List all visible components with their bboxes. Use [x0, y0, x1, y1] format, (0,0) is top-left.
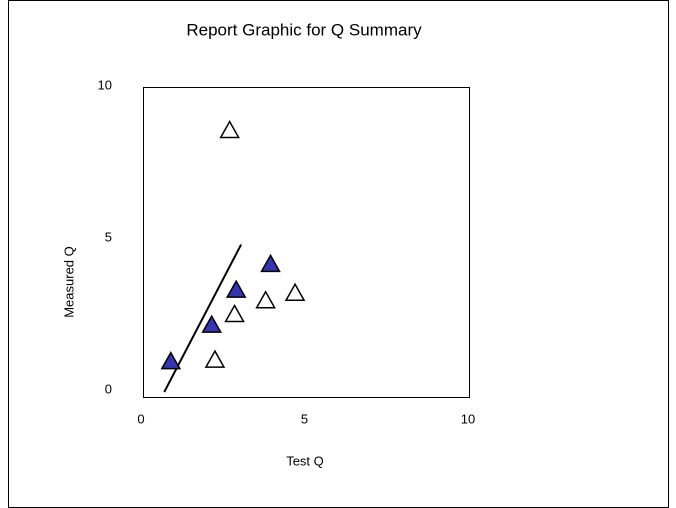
y-axis-label: Measured Q — [61, 246, 76, 318]
point — [225, 279, 247, 298]
point — [219, 120, 240, 139]
point — [224, 303, 245, 323]
point — [284, 282, 306, 301]
point — [160, 351, 182, 370]
x-tick-label: 10 — [461, 411, 475, 426]
x-tick-label: 0 — [137, 411, 144, 426]
y-tick-label: 0 — [105, 381, 112, 396]
point — [204, 349, 226, 368]
x-tick-label: 5 — [301, 411, 308, 426]
plot-area — [143, 87, 470, 398]
chart-title: Report Graphic for Q Summary — [186, 20, 422, 39]
point — [201, 314, 222, 333]
x-axis-label: Test Q — [286, 453, 324, 468]
point — [260, 253, 281, 273]
y-tick-label: 5 — [105, 229, 112, 244]
y-tick-label: 10 — [98, 77, 112, 92]
point — [255, 290, 276, 309]
